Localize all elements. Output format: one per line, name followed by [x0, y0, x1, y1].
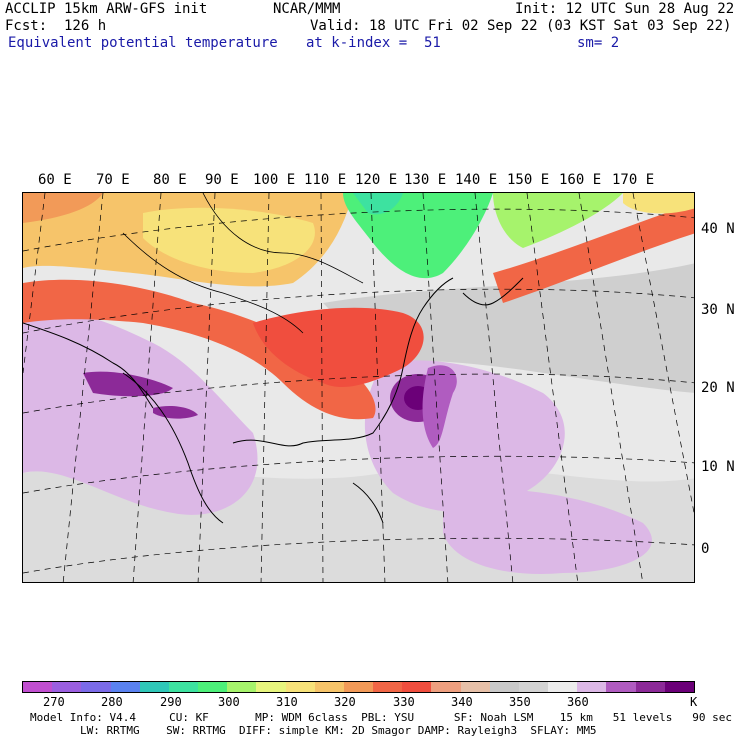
lat-label: 40 N — [701, 221, 735, 237]
field-name: Equivalent potential temperature — [8, 35, 278, 51]
lon-label: 70 E — [96, 172, 130, 188]
valid-time: Valid: 18 UTC Fri 02 Sep 22 (03 KST Sat … — [310, 18, 732, 34]
lat-label: 20 N — [701, 380, 735, 396]
lon-label: 170 E — [612, 172, 655, 188]
lat-label: 30 N — [701, 302, 735, 318]
legend-unit: K — [690, 695, 698, 709]
legend-swatch — [227, 682, 257, 692]
smoothing-label: sm= 2 — [577, 35, 620, 51]
legend-swatch — [577, 682, 607, 692]
legend-swatch — [52, 682, 82, 692]
legend-label: 320 — [334, 695, 356, 709]
lon-label: 130 E — [404, 172, 447, 188]
lon-label: 120 E — [355, 172, 398, 188]
legend-swatch — [606, 682, 636, 692]
model-info-line1: Model Info: V4.4 CU: KF MP: WDM 6class P… — [30, 711, 732, 724]
legend-swatch — [168, 682, 199, 692]
legend-swatch — [23, 682, 53, 692]
legend-label: 360 — [567, 695, 589, 709]
legend-swatch — [314, 682, 344, 692]
lon-label: 80 E — [153, 172, 187, 188]
legend-label: 270 — [43, 695, 65, 709]
color-legend — [22, 681, 695, 693]
lon-label: 160 E — [559, 172, 602, 188]
map-plot — [22, 192, 695, 583]
model-info-line2: LW: RRTMG SW: RRTMG DIFF: simple KM: 2D … — [80, 724, 597, 737]
lat-label: 10 N — [701, 459, 735, 475]
lon-label: 140 E — [455, 172, 498, 188]
init-time: Init: 12 UTC Sun 28 Aug 22 — [515, 1, 735, 17]
legend-swatch — [460, 682, 490, 692]
legend-swatch — [402, 682, 432, 692]
legend-swatch — [635, 682, 665, 692]
model-title: ACCLIP 15km ARW-GFS init — [5, 1, 208, 17]
organization-label: NCAR/MMM — [273, 1, 341, 17]
map-field — [23, 193, 694, 582]
lon-label: 100 E — [253, 172, 296, 188]
legend-swatch — [256, 682, 286, 692]
legend-swatch — [431, 682, 461, 692]
legend-label: 300 — [218, 695, 240, 709]
legend-swatch — [285, 682, 315, 692]
legend-label: 340 — [451, 695, 473, 709]
legend-swatch — [81, 682, 111, 692]
legend-swatch — [518, 682, 549, 692]
legend-swatch — [548, 682, 578, 692]
lon-label: 110 E — [304, 172, 347, 188]
legend-label: 330 — [393, 695, 415, 709]
legend-swatch — [373, 682, 403, 692]
lon-label: 150 E — [507, 172, 550, 188]
lat-label: 0 — [701, 541, 710, 557]
forecast-hour: Fcst: 126 h — [5, 18, 107, 34]
legend-swatch — [489, 682, 519, 692]
lon-label: 60 E — [38, 172, 72, 188]
legend-label: 350 — [509, 695, 531, 709]
legend-label: 280 — [101, 695, 123, 709]
legend-swatch — [198, 682, 228, 692]
legend-swatch — [139, 682, 169, 692]
k-index-label: at k-index = 51 — [306, 35, 441, 51]
legend-swatch — [343, 682, 374, 692]
legend-swatch — [110, 682, 140, 692]
legend-swatch — [664, 682, 694, 692]
lon-label: 90 E — [205, 172, 239, 188]
legend-label: 290 — [160, 695, 182, 709]
legend-label: 310 — [276, 695, 298, 709]
